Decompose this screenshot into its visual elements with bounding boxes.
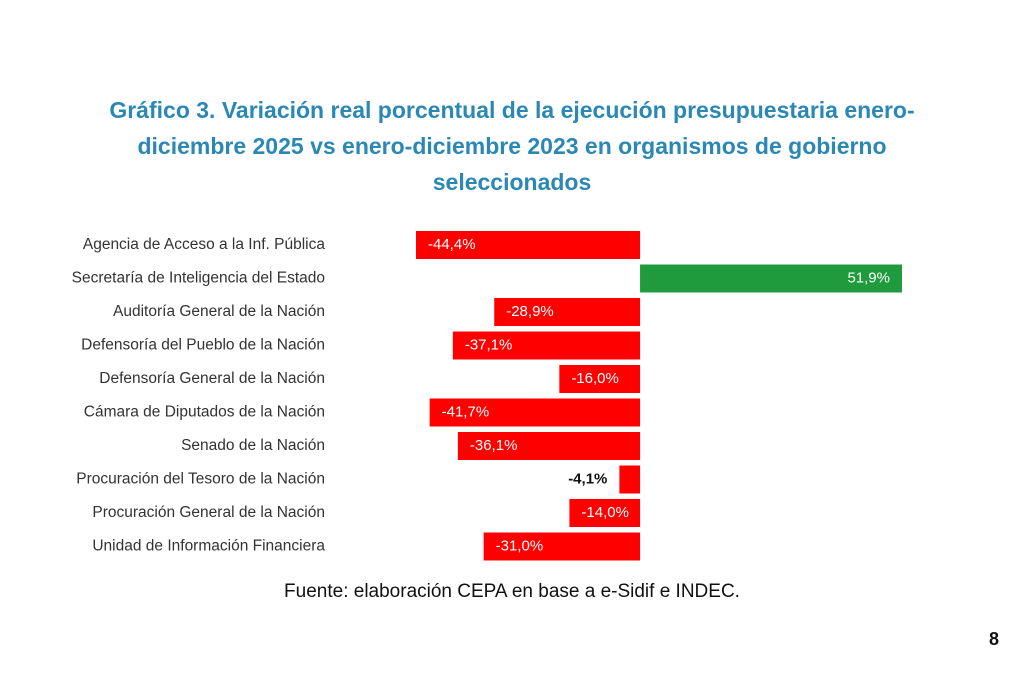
chart-title: Gráfico 3. Variación real porcentual de …	[109, 97, 914, 123]
category-label: Secretaría de Inteligencia del Estado	[72, 270, 325, 287]
category-label: Cámara de Diputados de la Nación	[84, 404, 325, 421]
value-label: 51,9%	[847, 269, 890, 286]
bar	[559, 365, 641, 393]
value-label: -4,1%	[568, 470, 607, 487]
value-label: -31,0%	[496, 537, 544, 554]
value-label: -37,1%	[465, 336, 513, 353]
value-label: -41,7%	[442, 403, 490, 420]
value-label: -28,9%	[506, 303, 554, 320]
bar	[483, 532, 641, 561]
value-label: -16,0%	[571, 370, 619, 387]
chart-title: seleccionados	[433, 169, 592, 195]
category-label: Agencia de Acceso a la Inf. Pública	[83, 236, 326, 253]
category-label: Procuración del Tesoro de la Nación	[76, 471, 325, 488]
page-number: 8	[989, 629, 999, 649]
category-label: Senado de la Nación	[181, 437, 325, 454]
value-label: -36,1%	[470, 437, 518, 454]
bar	[452, 331, 641, 360]
bar	[416, 231, 641, 259]
source: Fuente: elaboración CEPA en base a e-Sid…	[284, 581, 740, 602]
chart-title: diciembre 2025 vs enero-diciembre 2023 e…	[137, 133, 886, 159]
bar	[569, 499, 641, 527]
category-label: Unidad de Información Financiera	[92, 538, 325, 555]
bar	[619, 465, 641, 494]
category-label: Auditoría General de la Nación	[113, 303, 325, 320]
category-label: Defensoría General de la Nación	[99, 370, 325, 387]
value-label: -14,0%	[581, 504, 629, 521]
bar	[640, 264, 902, 293]
category-label: Procuración General de la Nación	[92, 504, 325, 521]
value-label: -44,4%	[428, 236, 476, 253]
bar	[494, 298, 641, 326]
bar	[457, 432, 641, 460]
bar	[429, 398, 641, 427]
category-label: Defensoría del Pueblo de la Nación	[81, 337, 325, 354]
